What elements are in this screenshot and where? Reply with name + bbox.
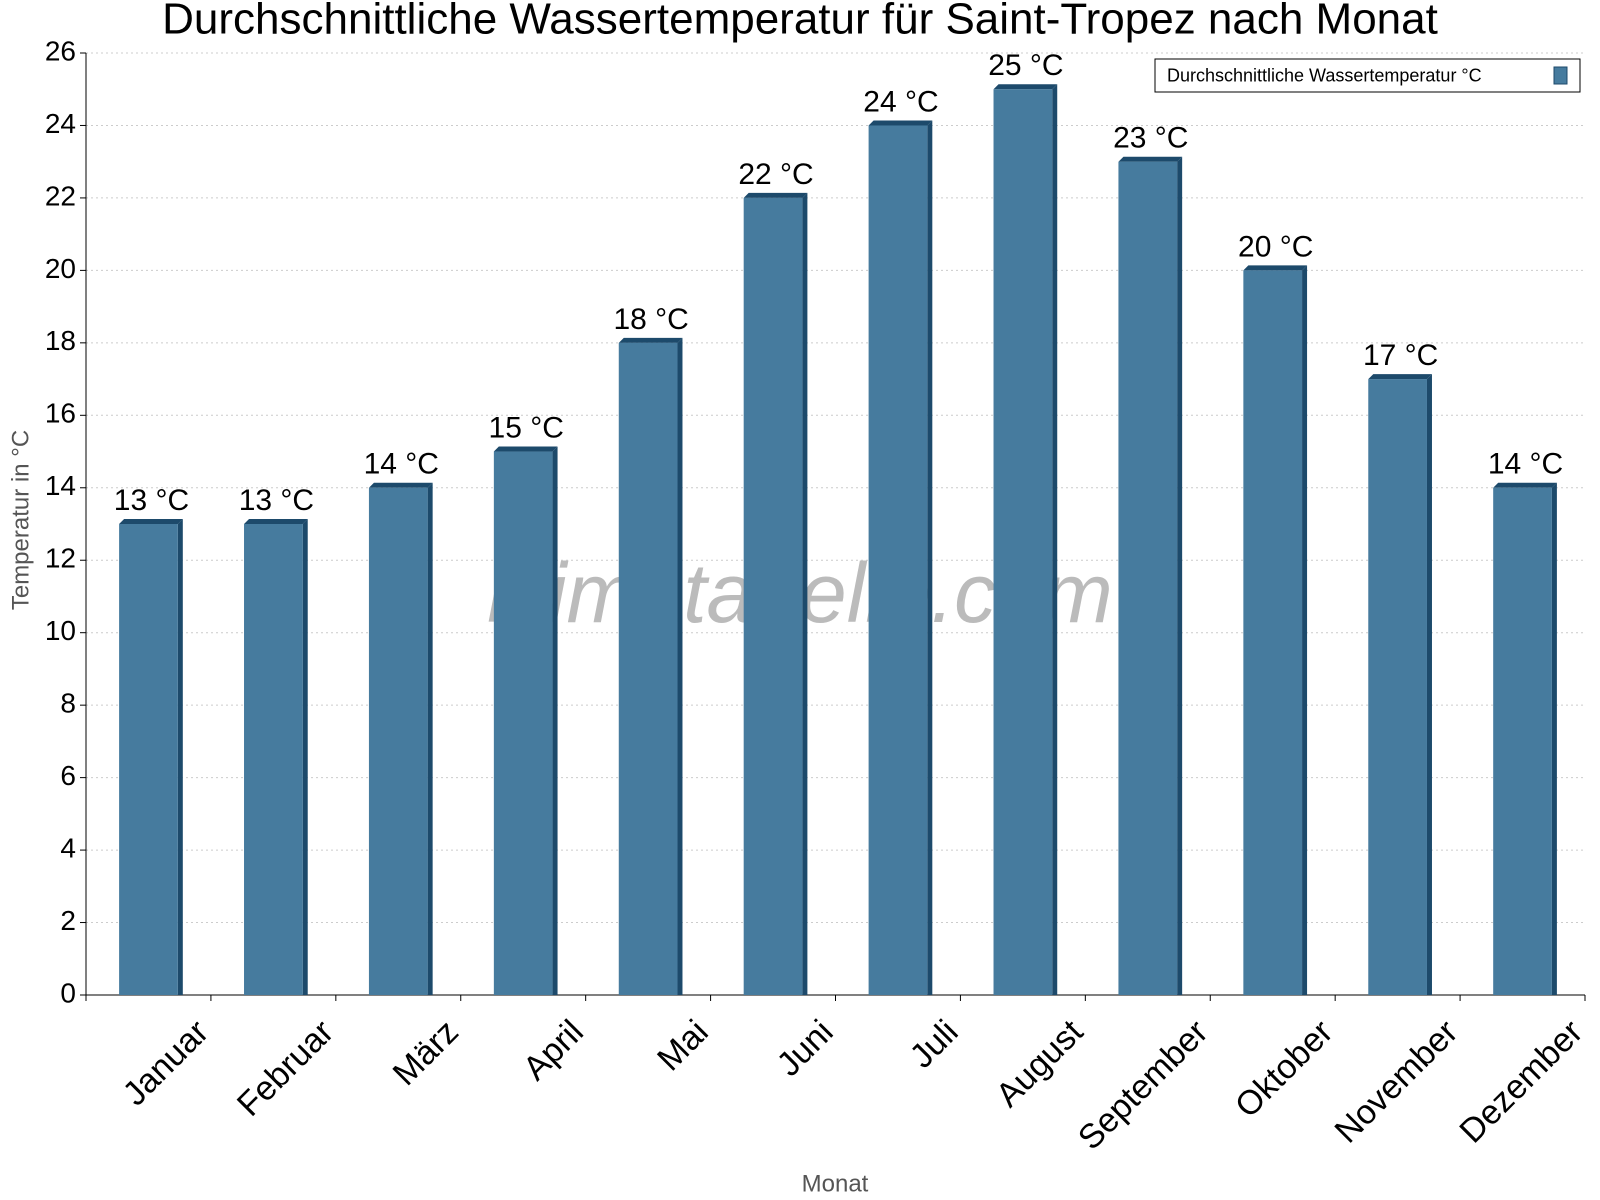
data-label: 20 °C bbox=[1238, 230, 1313, 263]
x-tick-label: April bbox=[516, 1013, 591, 1088]
y-axis-label: Temperatur in °C bbox=[7, 430, 34, 610]
x-tick-label: Oktober bbox=[1228, 1013, 1340, 1125]
legend-label: Durchschnittliche Wassertemperatur °C bbox=[1167, 65, 1482, 85]
data-label: 24 °C bbox=[863, 85, 938, 118]
bar bbox=[368, 482, 433, 995]
bar bbox=[618, 337, 683, 995]
y-tick-label: 22 bbox=[45, 180, 76, 211]
data-label: 23 °C bbox=[1113, 122, 1188, 155]
y-tick-label: 10 bbox=[45, 615, 76, 646]
y-tick-label: 2 bbox=[60, 905, 76, 936]
bar bbox=[1243, 265, 1308, 995]
x-tick-label: Dezember bbox=[1452, 1013, 1590, 1151]
bar bbox=[1493, 482, 1557, 995]
x-tick-label: September bbox=[1071, 1013, 1215, 1157]
y-tick-label: 20 bbox=[45, 253, 76, 284]
y-tick-label: 16 bbox=[45, 398, 76, 429]
x-tick-label: Mai bbox=[650, 1013, 716, 1079]
bar bbox=[1368, 374, 1432, 996]
data-label: 17 °C bbox=[1363, 339, 1438, 372]
data-label: 13 °C bbox=[239, 484, 314, 517]
y-tick-label: 4 bbox=[60, 832, 76, 863]
y-tick-label: 12 bbox=[45, 543, 76, 574]
legend-swatch bbox=[1553, 66, 1568, 85]
x-tick-label: November bbox=[1327, 1013, 1465, 1151]
data-label: 15 °C bbox=[489, 411, 564, 444]
y-tick-label: 8 bbox=[60, 688, 76, 719]
y-tick-label: 14 bbox=[45, 470, 76, 501]
data-label: 18 °C bbox=[613, 303, 688, 336]
bar bbox=[493, 446, 558, 995]
bar bbox=[119, 519, 183, 995]
x-tick-label: August bbox=[989, 1012, 1091, 1114]
bar bbox=[743, 192, 808, 995]
y-tick-label: 18 bbox=[45, 325, 76, 356]
y-tick-label: 26 bbox=[45, 35, 76, 66]
bar bbox=[868, 120, 933, 995]
data-label: 14 °C bbox=[364, 448, 439, 481]
y-tick-label: 24 bbox=[45, 108, 76, 139]
bar bbox=[1118, 156, 1183, 995]
chart-title: Durchschnittliche Wassertemperatur für S… bbox=[162, 0, 1438, 44]
x-axis-label: Monat bbox=[802, 1170, 869, 1197]
bar bbox=[993, 84, 1058, 995]
x-tick-label: Juli bbox=[903, 1013, 966, 1076]
x-tick-label: März bbox=[386, 1013, 466, 1093]
data-label: 22 °C bbox=[738, 158, 813, 191]
data-label: 14 °C bbox=[1488, 448, 1563, 481]
data-label: 13 °C bbox=[114, 484, 189, 517]
data-label: 25 °C bbox=[988, 49, 1063, 82]
y-tick-label: 6 bbox=[60, 760, 76, 791]
bar bbox=[244, 519, 308, 995]
x-tick-label: Juni bbox=[770, 1013, 841, 1084]
legend-box bbox=[1154, 58, 1581, 93]
x-tick-label: Februar bbox=[230, 1013, 341, 1124]
x-tick-label: Januar bbox=[116, 1013, 216, 1113]
y-tick-label: 0 bbox=[60, 977, 76, 1008]
